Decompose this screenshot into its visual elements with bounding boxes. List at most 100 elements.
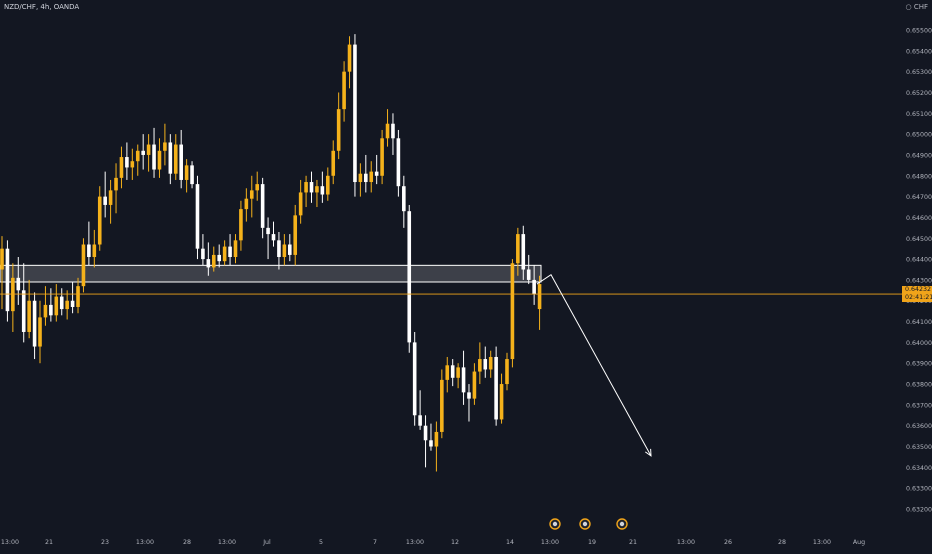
candle bbox=[27, 279, 31, 339]
candle bbox=[326, 167, 330, 201]
candle bbox=[342, 61, 346, 122]
price-axis[interactable]: 0.65500 0.65400 0.65300 0.65200 0.65100 0.650… bbox=[906, 28, 932, 514]
candle-body bbox=[222, 246, 227, 262]
candle-body bbox=[255, 184, 260, 191]
x-tick-label: 23 bbox=[101, 539, 109, 546]
candle bbox=[478, 342, 482, 385]
y-tick-label: 0.65100 bbox=[906, 111, 932, 118]
candle-body bbox=[233, 240, 238, 258]
support-zone bbox=[0, 264, 542, 283]
candle-body bbox=[114, 177, 118, 191]
candle-body bbox=[510, 263, 515, 360]
candle bbox=[97, 186, 102, 251]
projection-arrow-layer bbox=[536, 273, 652, 457]
candle bbox=[537, 275, 542, 330]
candle-body bbox=[304, 182, 308, 193]
y-tick-label: 0.64500 bbox=[906, 236, 932, 243]
candle bbox=[217, 244, 221, 268]
candle-body bbox=[168, 142, 173, 174]
candle bbox=[244, 188, 249, 222]
candle bbox=[233, 234, 238, 264]
candle bbox=[364, 154, 368, 193]
candle bbox=[70, 281, 75, 314]
candle bbox=[135, 144, 140, 176]
candle bbox=[163, 123, 167, 166]
candle-body bbox=[190, 165, 194, 185]
candle bbox=[402, 175, 406, 228]
candle-body bbox=[103, 196, 107, 205]
candle-body bbox=[391, 123, 395, 139]
x-tick-label: 5 bbox=[319, 539, 323, 546]
candle-body bbox=[146, 144, 151, 155]
candle-body bbox=[418, 415, 422, 426]
candle bbox=[407, 204, 412, 353]
candle-body bbox=[521, 234, 526, 270]
candle bbox=[103, 171, 107, 218]
candle-body bbox=[309, 182, 314, 193]
candle-body bbox=[266, 227, 270, 235]
candle-body bbox=[456, 367, 460, 378]
candle-body bbox=[353, 44, 357, 183]
candle bbox=[119, 146, 124, 189]
candle-body bbox=[184, 165, 189, 180]
candle-body bbox=[195, 184, 200, 249]
candle-body bbox=[0, 248, 4, 270]
x-tick-label: 13:00 bbox=[677, 539, 695, 546]
candle bbox=[5, 240, 10, 322]
candle-body bbox=[315, 186, 319, 193]
candle bbox=[92, 229, 97, 268]
arrowhead bbox=[644, 448, 652, 457]
candle bbox=[374, 154, 379, 185]
candle bbox=[526, 254, 531, 285]
candle bbox=[130, 148, 135, 180]
y-tick-label: 0.63800 bbox=[906, 382, 932, 389]
candle bbox=[488, 350, 493, 378]
y-tick-label: 0.64700 bbox=[906, 194, 932, 201]
candle-body bbox=[494, 356, 498, 420]
candle-body bbox=[440, 379, 444, 432]
candle-body bbox=[27, 300, 31, 332]
candle bbox=[412, 331, 417, 426]
candle-body bbox=[21, 290, 26, 332]
candle-body bbox=[423, 425, 428, 441]
candle-body bbox=[119, 157, 124, 178]
candle bbox=[54, 284, 59, 322]
candle bbox=[461, 350, 466, 405]
candle bbox=[358, 163, 363, 197]
x-tick-label: Jul bbox=[262, 539, 271, 546]
candle bbox=[353, 34, 357, 197]
candle bbox=[211, 246, 216, 272]
time-axis[interactable]: 13:00 21 23 13:00 28 13:00 Jul 5 7 13:00 12 14 13:00… bbox=[1, 539, 865, 546]
events-layer bbox=[549, 518, 628, 530]
candle bbox=[255, 171, 260, 201]
candle-body bbox=[402, 186, 406, 212]
candle bbox=[391, 113, 395, 155]
y-tick-label: 0.64400 bbox=[906, 257, 932, 264]
candle-body bbox=[54, 296, 59, 316]
candle-body bbox=[65, 300, 69, 310]
candle-body bbox=[201, 248, 205, 260]
candle-body bbox=[461, 367, 466, 393]
candle-body bbox=[407, 211, 412, 343]
candle-body bbox=[478, 359, 482, 372]
bar-countdown: 02:41:21 bbox=[905, 294, 932, 302]
candle bbox=[287, 234, 292, 262]
candle bbox=[141, 134, 145, 170]
candle bbox=[434, 421, 439, 472]
candle bbox=[201, 234, 205, 266]
candle-body bbox=[59, 296, 64, 310]
candle bbox=[179, 129, 183, 189]
candle bbox=[59, 288, 64, 316]
candle-body bbox=[472, 371, 477, 399]
candle bbox=[43, 286, 48, 326]
y-tick-label: 0.65500 bbox=[906, 28, 932, 35]
current-price-value: 0.64232 bbox=[905, 286, 932, 294]
candle-body bbox=[412, 342, 417, 416]
candle bbox=[152, 127, 156, 178]
candle bbox=[315, 179, 319, 208]
x-tick-label: 21 bbox=[45, 539, 53, 546]
candle bbox=[277, 232, 281, 270]
y-tick-label: 0.65000 bbox=[906, 132, 932, 139]
